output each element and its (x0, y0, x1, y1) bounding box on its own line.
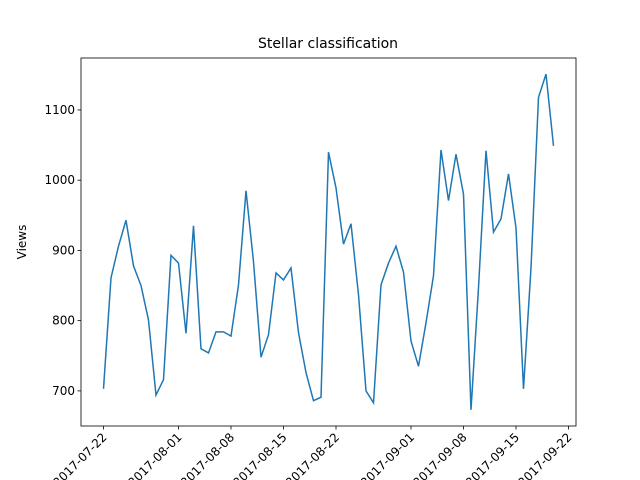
x-tick-label: 2017-09-22 (515, 430, 574, 480)
x-tick-label: 2017-09-15 (463, 430, 522, 480)
y-tick-label: 800 (52, 314, 75, 328)
y-tick-label: 1100 (44, 103, 75, 117)
x-tick-label: 2017-09-08 (410, 430, 469, 480)
x-tick-label: 2017-08-01 (125, 430, 184, 480)
chart-title: Stellar classification (258, 36, 398, 52)
y-tick-label: 1000 (44, 173, 75, 187)
x-tick-label: 2017-08-15 (230, 430, 289, 480)
x-tick-label: 2017-08-08 (178, 430, 237, 480)
x-tick-label: 2017-09-01 (358, 430, 417, 480)
x-tick-label: 2017-08-22 (283, 430, 342, 480)
x-tick-label: 2017-07-22 (50, 430, 109, 480)
y-tick-label: 900 (52, 243, 75, 257)
y-tick-label: 700 (52, 384, 75, 398)
plot-frame (80, 57, 577, 427)
y-axis-label: Views (15, 225, 29, 260)
line (102, 73, 555, 410)
